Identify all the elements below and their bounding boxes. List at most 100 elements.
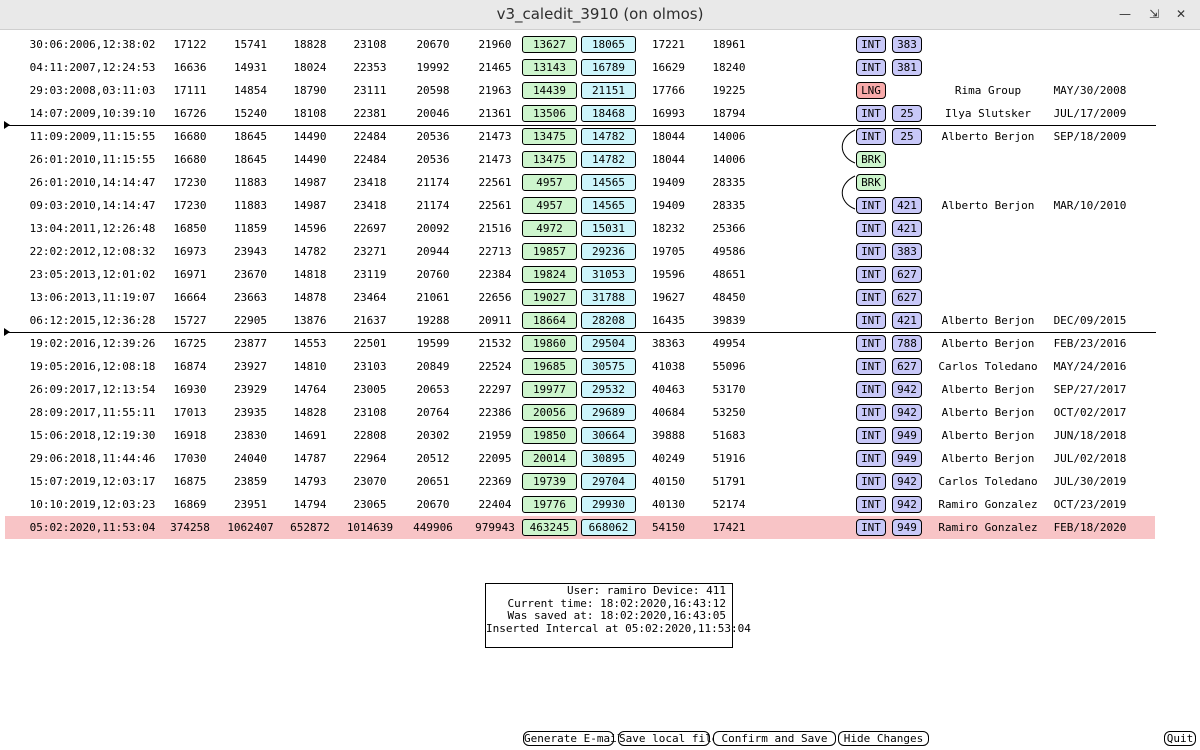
table-row[interactable]: 10:10:2019,12:03:23 16869 23951 14794 23065 2… (5, 493, 1155, 516)
type-tag[interactable]: INT (856, 197, 886, 214)
value-box-cyan[interactable]: 14782 (581, 128, 636, 145)
value-box-cyan[interactable]: 28208 (581, 312, 636, 329)
code-tag[interactable]: 949 (892, 450, 922, 467)
value-box-cyan[interactable]: 31788 (581, 289, 636, 306)
table-row[interactable]: 26:01:2010,11:15:55 16680 18645 14490 22484 2… (5, 148, 1155, 171)
code-tag[interactable]: 949 (892, 427, 922, 444)
code-tag[interactable]: 942 (892, 381, 922, 398)
value-box-cyan[interactable]: 29504 (581, 335, 636, 352)
value-box-green[interactable]: 19857 (522, 243, 577, 260)
code-tag[interactable]: 383 (892, 36, 922, 53)
code-tag[interactable]: 942 (892, 496, 922, 513)
table-row[interactable]: 06:12:2015,12:36:28 15727 22905 13876 21637 1… (5, 309, 1155, 332)
value-box-cyan[interactable]: 18468 (581, 105, 636, 122)
type-tag[interactable]: INT (856, 59, 886, 76)
code-tag[interactable]: 788 (892, 335, 922, 352)
type-tag[interactable]: INT (856, 450, 886, 467)
code-tag[interactable]: 627 (892, 358, 922, 375)
table-row[interactable]: 14:07:2009,10:39:10 16726 15240 18108 22381 2… (5, 102, 1155, 125)
table-row[interactable]: 28:09:2017,11:55:11 17013 23935 14828 23108 2… (5, 401, 1155, 424)
code-tag[interactable]: 627 (892, 289, 922, 306)
value-box-cyan[interactable]: 668062 (581, 519, 636, 536)
type-tag[interactable]: INT (856, 243, 886, 260)
table-row[interactable]: 04:11:2007,12:24:53 16636 14931 18024 22353 1… (5, 56, 1155, 79)
confirm-and-save-button[interactable]: Confirm and Save (713, 731, 836, 746)
table-row[interactable]: 15:06:2018,12:19:30 16918 23830 14691 22808 2… (5, 424, 1155, 447)
value-box-cyan[interactable]: 30575 (581, 358, 636, 375)
value-box-cyan[interactable]: 30895 (581, 450, 636, 467)
value-box-cyan[interactable]: 29689 (581, 404, 636, 421)
hide-changes-button[interactable]: Hide Changes (838, 731, 929, 746)
value-box-cyan[interactable]: 30664 (581, 427, 636, 444)
type-tag[interactable]: INT (856, 473, 886, 490)
table-row[interactable]: 13:04:2011,12:26:48 16850 11859 14596 22697 2… (5, 217, 1155, 240)
value-box-green[interactable]: 19977 (522, 381, 577, 398)
value-box-cyan[interactable]: 29704 (581, 473, 636, 490)
close-icon[interactable]: ✕ (1175, 7, 1187, 21)
code-tag[interactable]: 25 (892, 105, 922, 122)
value-box-green[interactable]: 19824 (522, 266, 577, 283)
value-box-cyan[interactable]: 31053 (581, 266, 636, 283)
code-tag[interactable]: 381 (892, 59, 922, 76)
code-tag[interactable]: 949 (892, 519, 922, 536)
table-row[interactable]: 19:02:2016,12:39:26 16725 23877 14553 22501 1… (5, 332, 1155, 355)
type-tag[interactable]: INT (856, 220, 886, 237)
value-box-cyan[interactable]: 14782 (581, 151, 636, 168)
type-tag[interactable]: INT (856, 404, 886, 421)
value-box-green[interactable]: 13627 (522, 36, 577, 53)
table-row[interactable]: 26:09:2017,12:13:54 16930 23929 14764 23005 2… (5, 378, 1155, 401)
maximize-icon[interactable]: ⇲ (1148, 7, 1160, 21)
value-box-green[interactable]: 19860 (522, 335, 577, 352)
type-tag[interactable]: INT (856, 496, 886, 513)
value-box-green[interactable]: 19850 (522, 427, 577, 444)
value-box-green[interactable]: 13143 (522, 59, 577, 76)
value-box-cyan[interactable]: 29532 (581, 381, 636, 398)
code-tag[interactable]: 421 (892, 312, 922, 329)
code-tag[interactable]: 942 (892, 404, 922, 421)
table-row[interactable]: 29:03:2008,03:11:03 17111 14854 18790 23111 2… (5, 79, 1155, 102)
type-tag[interactable]: BRK (856, 151, 886, 168)
value-box-green[interactable]: 19739 (522, 473, 577, 490)
code-tag[interactable]: 627 (892, 266, 922, 283)
value-box-cyan[interactable]: 29930 (581, 496, 636, 513)
value-box-green[interactable]: 19776 (522, 496, 577, 513)
quit-button[interactable]: Quit (1164, 731, 1196, 746)
value-box-cyan[interactable]: 15031 (581, 220, 636, 237)
code-tag[interactable]: 421 (892, 220, 922, 237)
table-row[interactable]: 05:02:2020,11:53:04 374258 1062407 652872 10… (5, 516, 1155, 539)
table-row[interactable]: 09:03:2010,14:14:47 17230 11883 14987 23418 2… (5, 194, 1155, 217)
code-tag[interactable]: 25 (892, 128, 922, 145)
value-box-green[interactable]: 4972 (522, 220, 577, 237)
table-row[interactable]: 23:05:2013,12:01:02 16971 23670 14818 23119 2… (5, 263, 1155, 286)
value-box-green[interactable]: 14439 (522, 82, 577, 99)
table-row[interactable]: 15:07:2019,12:03:17 16875 23859 14793 23070 2… (5, 470, 1155, 493)
value-box-green[interactable]: 18664 (522, 312, 577, 329)
value-box-cyan[interactable]: 14565 (581, 197, 636, 214)
value-box-green[interactable]: 20056 (522, 404, 577, 421)
code-tag[interactable]: 383 (892, 243, 922, 260)
generate-email-button[interactable]: Generate E-mail (523, 731, 624, 746)
value-box-green[interactable]: 20014 (522, 450, 577, 467)
type-tag[interactable]: INT (856, 519, 886, 536)
value-box-cyan[interactable]: 18065 (581, 36, 636, 53)
value-box-cyan[interactable]: 14565 (581, 174, 636, 191)
type-tag[interactable]: INT (856, 128, 886, 145)
minimize-icon[interactable]: — (1119, 7, 1131, 21)
value-box-green[interactable]: 19685 (522, 358, 577, 375)
type-tag[interactable]: INT (856, 335, 886, 352)
table-row[interactable]: 11:09:2009,11:15:55 16680 18645 14490 22484 2… (5, 125, 1155, 148)
type-tag[interactable]: INT (856, 358, 886, 375)
table-row[interactable]: 29:06:2018,11:44:46 17030 24040 14787 22964 2… (5, 447, 1155, 470)
type-tag[interactable]: INT (856, 427, 886, 444)
table-row[interactable]: 26:01:2010,14:14:47 17230 11883 14987 23418 2… (5, 171, 1155, 194)
code-tag[interactable]: 421 (892, 197, 922, 214)
table-row[interactable]: 19:05:2016,12:08:18 16874 23927 14810 23103 2… (5, 355, 1155, 378)
table-row[interactable]: 13:06:2013,11:19:07 16664 23663 14878 23464 2… (5, 286, 1155, 309)
type-tag[interactable]: INT (856, 312, 886, 329)
value-box-green[interactable]: 463245 (522, 519, 577, 536)
type-tag[interactable]: INT (856, 266, 886, 283)
value-box-green[interactable]: 13475 (522, 151, 577, 168)
value-box-green[interactable]: 13506 (522, 105, 577, 122)
value-box-green[interactable]: 19027 (522, 289, 577, 306)
value-box-green[interactable]: 13475 (522, 128, 577, 145)
